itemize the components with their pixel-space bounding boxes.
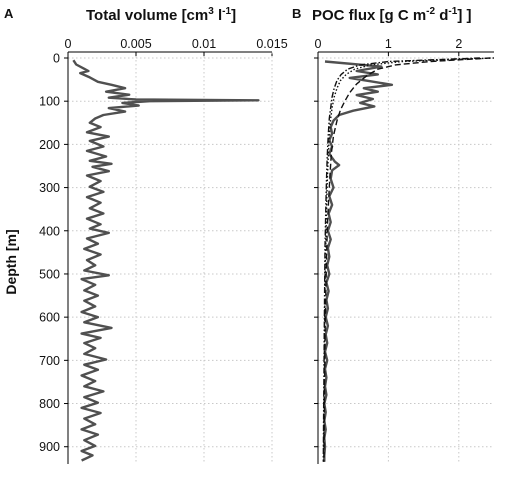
x-tick-label: 0.01 [192, 37, 216, 51]
series-line-dashed [323, 57, 491, 462]
panel-b-plot: 0 1 2 [314, 37, 495, 464]
y-tick-label: 600 [39, 311, 60, 325]
panel-a-title: Total volume [cm3 l-1] [86, 6, 236, 24]
y-axis-label: Depth [m] [3, 229, 19, 294]
series-line-solid [323, 60, 394, 462]
y-tick-label: 800 [39, 397, 60, 411]
panel-a-plot: 0 0.005 0.01 0.015 0 100 200 300 400 500 600 700 800… [39, 37, 288, 464]
y-tick-label: 0 [53, 52, 60, 66]
panel-a-letter: A [4, 6, 14, 21]
x-tick-label: 0.015 [256, 37, 287, 51]
x-tick-label: 0 [315, 37, 322, 51]
series-line-dotted [322, 57, 495, 462]
y-tick-label: 500 [39, 267, 60, 281]
panel-b-title: POC flux [g C m-2 d-1] ] [312, 6, 472, 24]
y-tick-label: 300 [39, 181, 60, 195]
series-line-dashdot [322, 57, 480, 462]
x-tick-label: 0.005 [120, 37, 151, 51]
y-tick-label: 200 [39, 138, 60, 152]
series-line-solid [72, 59, 260, 462]
y-tick-label: 900 [39, 440, 60, 454]
x-tick-label: 2 [455, 37, 462, 51]
y-tick-label: 400 [39, 224, 60, 238]
x-tick-label: 0 [65, 37, 72, 51]
x-tick-label: 1 [385, 37, 392, 51]
y-tick-label: 100 [39, 95, 60, 109]
y-tick-label: 700 [39, 354, 60, 368]
panel-b-letter: B [292, 6, 301, 21]
